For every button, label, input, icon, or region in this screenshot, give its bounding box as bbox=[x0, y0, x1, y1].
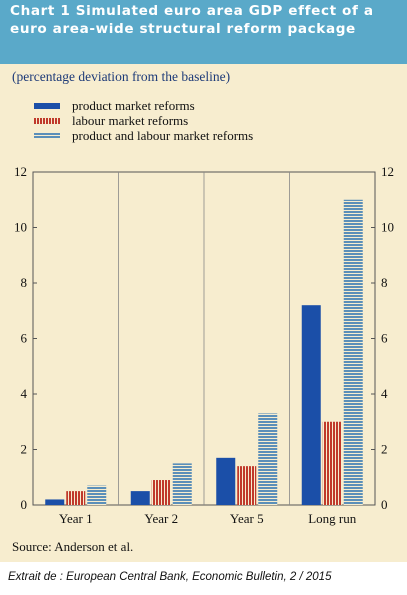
title-bar bbox=[0, 0, 407, 64]
y-tick-label-right: 2 bbox=[381, 442, 388, 457]
bar-product bbox=[301, 305, 321, 505]
legend-swatch-labour bbox=[34, 118, 60, 124]
bar-product bbox=[216, 457, 236, 505]
legend-swatch-combined bbox=[34, 133, 60, 139]
bar-chart: 0 0 2 2 4 4 6 6 8 8 10 10 12 12 Year 1 Year 2 Year 5 Long… bbox=[14, 164, 394, 526]
bar-product bbox=[130, 491, 150, 505]
source-credit: Extrait de : European Central Bank, Econ… bbox=[8, 571, 332, 583]
chart-subtitle: (percentage deviation from the baseline) bbox=[12, 69, 231, 84]
bar-labour bbox=[237, 466, 257, 505]
legend-swatch-product bbox=[34, 103, 60, 109]
y-tick-label-left: 8 bbox=[21, 275, 28, 290]
x-tick-label: Year 5 bbox=[230, 511, 264, 526]
legend-label-labour: labour market reforms bbox=[72, 113, 189, 128]
y-tick-label-right: 12 bbox=[381, 164, 394, 179]
legend-label-combined: product and labour market reforms bbox=[72, 128, 254, 143]
y-tick-label-right: 0 bbox=[381, 497, 388, 512]
bar-combined bbox=[258, 413, 278, 505]
x-tick-label: Long run bbox=[308, 511, 357, 526]
legend-label-product: product market reforms bbox=[72, 98, 195, 113]
y-tick-label-right: 6 bbox=[381, 331, 388, 346]
y-tick-label-right: 4 bbox=[381, 386, 388, 401]
y-tick-label-right: 8 bbox=[381, 275, 388, 290]
bar-labour bbox=[151, 480, 171, 505]
y-tick-label-left: 12 bbox=[14, 164, 27, 179]
bar-labour bbox=[322, 421, 342, 505]
y-tick-label-right: 10 bbox=[381, 220, 394, 235]
y-tick-label-left: 10 bbox=[14, 220, 27, 235]
y-tick-label-left: 4 bbox=[21, 386, 28, 401]
y-tick-label-left: 6 bbox=[21, 331, 28, 346]
bar-combined bbox=[172, 463, 192, 505]
x-tick-label: Year 2 bbox=[144, 511, 178, 526]
bar-product bbox=[45, 499, 65, 505]
y-tick-label-left: 2 bbox=[21, 442, 28, 457]
y-tick-label-left: 0 bbox=[21, 497, 28, 512]
x-tick-label: Year 1 bbox=[59, 511, 93, 526]
chart-title: Chart 1 Simulated euro area GDP effect o… bbox=[10, 3, 374, 37]
bar-labour bbox=[66, 491, 86, 505]
bar-combined bbox=[343, 199, 363, 505]
bar-combined bbox=[87, 485, 107, 505]
chart-source: Source: Anderson et al. bbox=[12, 539, 134, 554]
